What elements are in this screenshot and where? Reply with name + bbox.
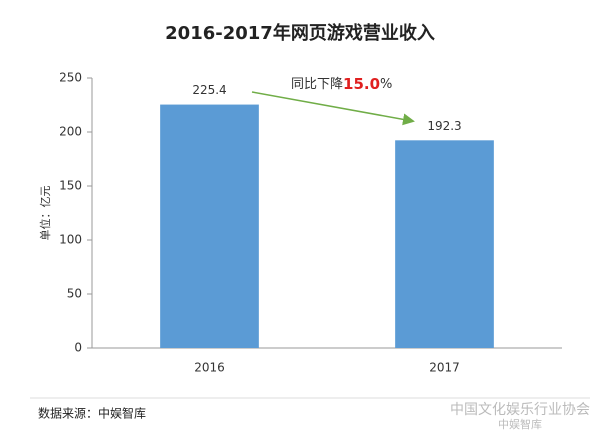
watermark-sub: 中娱智库 — [498, 417, 542, 431]
annotation-suffix: % — [380, 77, 392, 92]
bar — [395, 140, 494, 348]
chart-title: 2016-2017年网页游戏营业收入 — [165, 22, 435, 44]
watermark: 中国文化娱乐行业协会 — [450, 402, 590, 418]
source: 数据来源：中娱智库 — [38, 406, 146, 421]
bar — [160, 104, 259, 349]
y-tick-label: 200 — [59, 125, 82, 139]
annotation: 同比下降15.0% — [291, 75, 392, 93]
x-tick-label: 2017 — [429, 361, 460, 375]
value-label: 225.4 — [192, 83, 226, 97]
y-tick-label: 50 — [67, 287, 82, 301]
x-tick-label: 2016 — [194, 361, 225, 375]
y-tick-label: 0 — [74, 341, 82, 355]
annotation-prefix: 同比下降 — [291, 77, 343, 92]
annotation-highlight: 15.0 — [343, 75, 380, 93]
y-axis-label: 单位：亿元 — [38, 186, 52, 241]
y-tick-label: 100 — [59, 233, 82, 247]
trend-arrow — [251, 91, 415, 126]
y-tick-label: 250 — [59, 71, 82, 85]
y-tick-label: 150 — [59, 179, 82, 193]
value-label: 192.3 — [427, 119, 461, 133]
